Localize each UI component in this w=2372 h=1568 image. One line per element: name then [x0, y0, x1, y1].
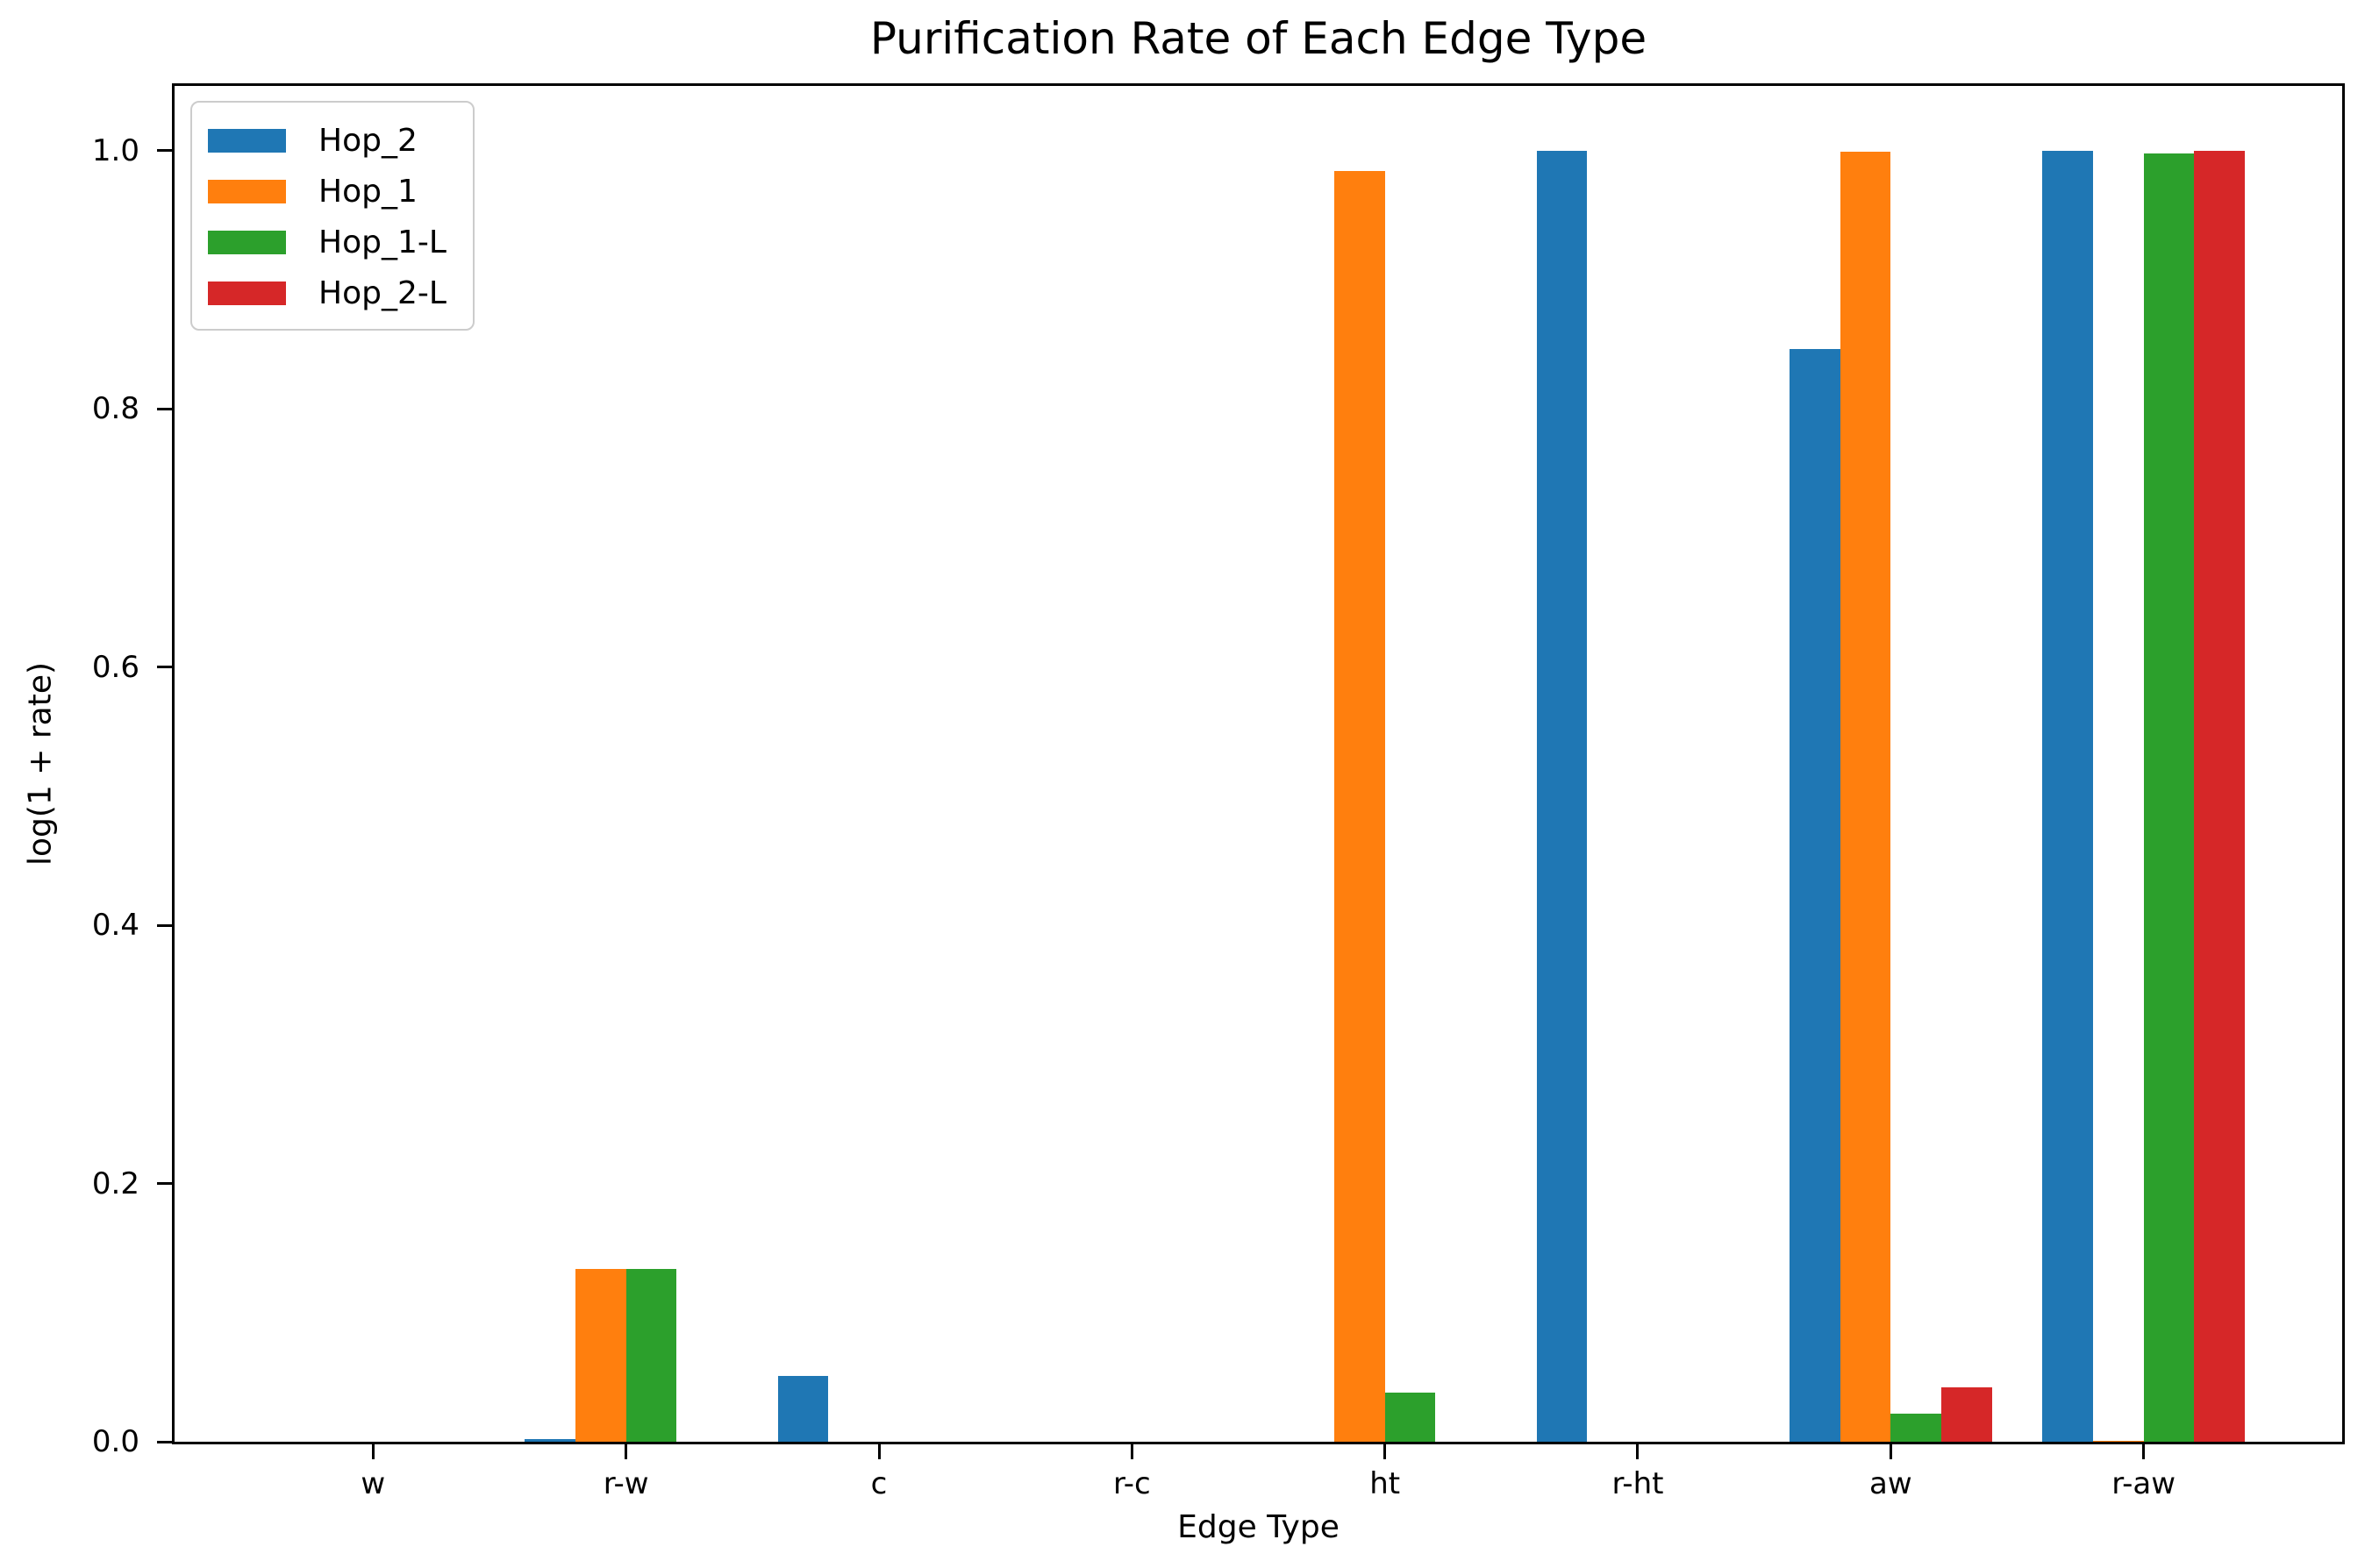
- bar-r-ht-Hop_2: [1536, 150, 1588, 1442]
- x-tick-mark: [1383, 1442, 1387, 1459]
- x-tick-mark: [1130, 1442, 1133, 1459]
- bar-ht-Hop_1: [1333, 171, 1385, 1442]
- x-tick-mark: [2142, 1442, 2146, 1459]
- y-tick-mark: [157, 923, 175, 927]
- bar-ht-Hop_1-L: [1384, 1393, 1436, 1442]
- x-tick-label-r-w: r-w: [603, 1466, 649, 1501]
- y-tick-mark: [157, 407, 175, 410]
- y-tick-label: 1.0: [91, 132, 139, 168]
- y-tick-mark: [157, 149, 175, 153]
- bar-r-w-Hop_1: [575, 1268, 626, 1442]
- legend-label: Hop_2-L: [318, 274, 447, 311]
- x-axis-label: Edge Type: [1177, 1509, 1340, 1545]
- bar-r-aw-Hop_1-L: [2143, 153, 2195, 1442]
- x-tick-label-w: w: [361, 1466, 386, 1501]
- bar-r-aw-Hop_2-L: [2194, 150, 2245, 1442]
- bar-c-Hop_2: [777, 1375, 829, 1442]
- bar-r-aw-Hop_2: [2042, 150, 2093, 1442]
- bar-aw-Hop_2-L: [1940, 1387, 1992, 1442]
- legend-label: Hop_1-L: [318, 224, 447, 260]
- x-tick-label-ht: ht: [1369, 1466, 1401, 1501]
- x-tick-mark: [1636, 1442, 1640, 1459]
- legend-swatch-Hop_1: [208, 179, 286, 203]
- x-tick-label-r-c: r-c: [1112, 1466, 1151, 1501]
- y-tick-label: 0.0: [91, 1424, 139, 1459]
- x-tick-label-aw: aw: [1869, 1466, 1912, 1501]
- bar-r-w-Hop_1-L: [625, 1268, 677, 1442]
- y-tick-mark: [157, 1440, 175, 1443]
- legend-item-Hop_1-L: Hop_1-L: [208, 217, 447, 267]
- legend-swatch-Hop_2-L: [208, 281, 286, 305]
- x-tick-mark: [877, 1442, 881, 1459]
- y-tick-mark: [157, 1182, 175, 1186]
- legend-swatch-Hop_2: [208, 128, 286, 153]
- y-tick-label: 0.6: [91, 649, 139, 685]
- plot-area: Hop_2 Hop_1 Hop_1-L Hop_2-L 0.0 0.2 0.4 0.6 0.8…: [92, 83, 2345, 1501]
- bar-aw-Hop_2: [1789, 349, 1840, 1442]
- legend-item-Hop_1: Hop_1: [208, 166, 447, 217]
- x-tick-mark: [1889, 1442, 1892, 1459]
- legend-label: Hop_2: [318, 122, 418, 159]
- y-tick-mark: [157, 666, 175, 669]
- x-tick-mark: [625, 1442, 628, 1459]
- legend-item-Hop_2-L: Hop_2-L: [208, 267, 447, 318]
- y-tick-label: 0.8: [91, 391, 139, 427]
- bar-aw-Hop_1-L: [1890, 1413, 1941, 1442]
- chart-title: Purification Rate of Each Edge Type: [869, 13, 1647, 64]
- legend-label: Hop_1: [318, 173, 418, 210]
- y-tick-label: 0.2: [91, 1165, 139, 1201]
- y-axis-label: log(1 + rate): [22, 661, 59, 866]
- legend: Hop_2 Hop_1 Hop_1-L Hop_2-L: [190, 101, 475, 331]
- legend-item-Hop_2: Hop_2: [208, 115, 447, 166]
- y-tick-label: 0.4: [91, 908, 139, 944]
- legend-swatch-Hop_1-L: [208, 230, 286, 254]
- bar-r-aw-Hop_1: [2092, 1440, 2144, 1442]
- bar-r-w-Hop_2: [525, 1439, 575, 1442]
- x-tick-label-r-ht: r-ht: [1611, 1466, 1664, 1501]
- bar-aw-Hop_1: [1840, 152, 1891, 1442]
- x-tick-label-r-aw: r-aw: [2111, 1466, 2176, 1501]
- x-tick-label-c: c: [870, 1466, 888, 1501]
- x-tick-mark: [371, 1442, 375, 1459]
